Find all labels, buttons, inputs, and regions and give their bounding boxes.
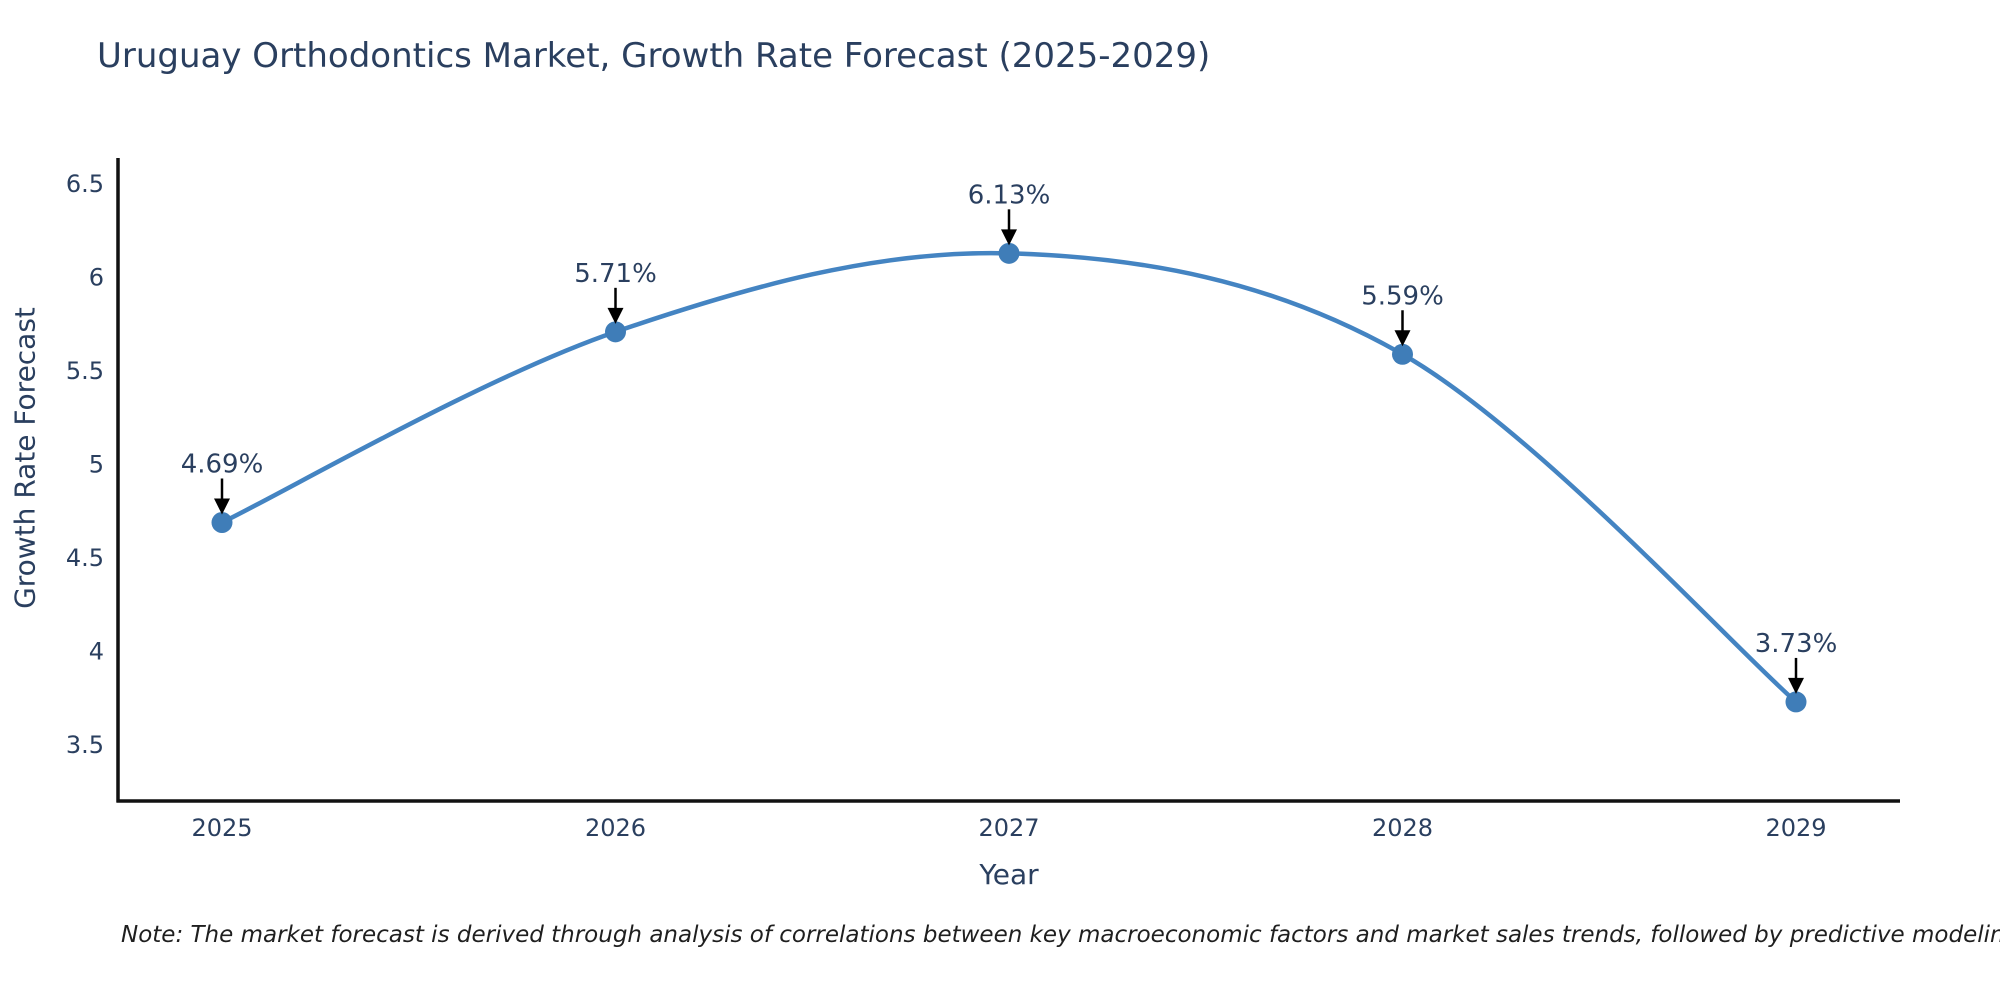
x-tick-label: 2028 [1372,814,1433,842]
y-tick-label: 5.5 [66,357,104,385]
y-tick-label: 5 [89,451,104,479]
x-tick-label: 2027 [978,814,1039,842]
annotation-arrowhead-icon [1394,330,1411,347]
data-point-marker [998,242,1020,264]
y-tick-label: 3.5 [66,731,104,759]
data-point-marker [211,511,233,533]
forecast-line [219,250,1799,705]
annotation-label: 6.13% [968,180,1051,210]
y-axis-title: Growth Rate Forecast [8,307,42,609]
chart-title: Uruguay Orthodontics Market, Growth Rate… [97,36,1211,76]
annotation-arrowhead-icon [214,498,230,515]
annotation-arrowhead-icon [1788,677,1804,694]
x-tick-label: 2029 [1765,814,1826,842]
y-tick-label: 4 [89,637,104,665]
data-point-marker [605,321,626,343]
annotation-label: 4.69% [181,449,264,479]
y-tick-label: 4.5 [66,544,104,572]
annotation-label: 3.73% [1755,629,1838,659]
footnote: Note: The market forecast is derived thr… [121,922,2000,948]
x-axis-title: Year [979,858,1039,891]
annotation-label: 5.71% [574,259,657,289]
x-tick-label: 2025 [191,814,252,842]
data-point-marker [1785,691,1807,713]
annotation-arrowhead-icon [607,307,624,324]
y-tick-label: 6.5 [66,170,104,198]
annotation-label: 5.59% [1361,281,1444,311]
data-point-marker [1392,343,1413,365]
y-tick-label: 6 [89,264,104,292]
x-tick-label: 2026 [585,814,646,842]
annotation-arrowhead-icon [1001,229,1017,246]
